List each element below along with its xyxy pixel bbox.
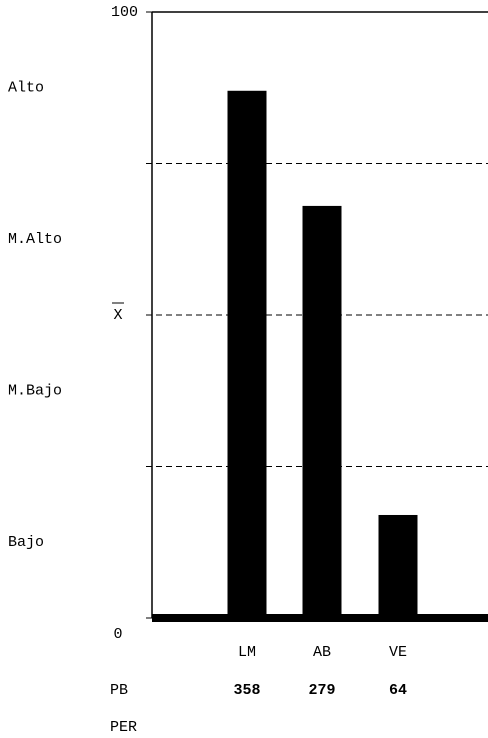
row-label: PB (110, 682, 128, 699)
y-tick-label: X (113, 307, 122, 324)
x-tick-label: AB (313, 644, 331, 661)
zone-label: Bajo (8, 534, 44, 551)
y-tick-label: 100 (111, 4, 138, 21)
zone-label: M.Bajo (8, 383, 62, 400)
bar (302, 205, 342, 619)
zone-label: Alto (8, 80, 44, 97)
x-tick-label: VE (389, 644, 407, 661)
y-tick-label: 0 (113, 626, 122, 643)
bar (227, 90, 267, 618)
row-value: 358 (233, 682, 260, 699)
row-label: PER (110, 719, 137, 736)
bar (378, 514, 418, 618)
row-value: 279 (308, 682, 335, 699)
row-value: 64 (389, 682, 407, 699)
x-tick-label: LM (238, 644, 256, 661)
zone-label: M.Alto (8, 231, 62, 248)
